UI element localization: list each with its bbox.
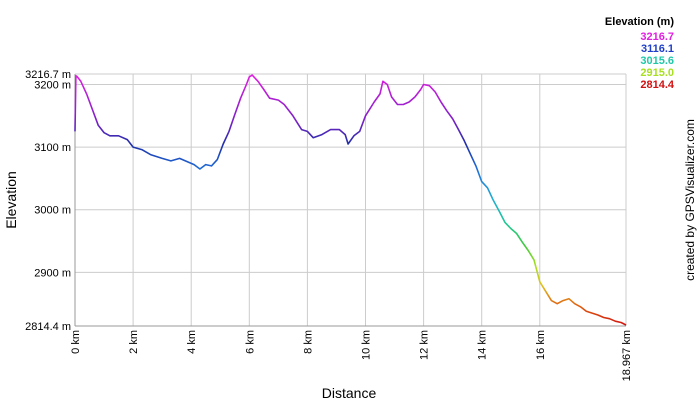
- x-tick-label: 16 km: [535, 330, 547, 360]
- legend-entry: 2814.4: [640, 79, 675, 91]
- y-tick-label: 3200 m: [34, 79, 71, 91]
- x-tick-label: 14 km: [477, 330, 489, 360]
- grid-lines: [74, 73, 627, 327]
- y-axis-title: Elevation: [3, 171, 19, 229]
- x-tick-label: 2 km: [128, 330, 140, 354]
- y-tick-label: 3000 m: [34, 205, 71, 217]
- legend-title: Elevation (m): [605, 16, 674, 28]
- y-tick-label: 3100 m: [34, 142, 71, 154]
- legend-entry: 3015.6: [640, 55, 674, 67]
- x-tick-label: 10 km: [361, 330, 373, 360]
- y-tick-label: 3216.7 m: [25, 69, 71, 81]
- plot-area: [75, 74, 626, 326]
- legend-entry: 3216.7: [640, 31, 674, 43]
- elevation-profile-line: [74, 74, 627, 326]
- legend-entry: 3116.1: [641, 43, 674, 55]
- x-tick-label: 12 km: [419, 330, 431, 360]
- x-tick-label: 0 km: [70, 330, 82, 354]
- x-tick-label: 4 km: [186, 330, 198, 354]
- legend: Elevation (m) 3216.73116.13015.62915.028…: [605, 16, 675, 91]
- y-tick-label: 2814.4 m: [25, 321, 71, 333]
- x-tick-label: 18.967 km: [621, 330, 633, 381]
- credit-text: created by GPSVisualizer.com: [683, 119, 697, 281]
- x-tick-label: 6 km: [244, 330, 256, 354]
- legend-entry: 2915.0: [640, 67, 674, 79]
- x-axis-title: Distance: [322, 385, 377, 400]
- y-tick-label: 2900 m: [34, 267, 71, 279]
- x-tick-label: 8 km: [302, 330, 314, 354]
- x-axis-ticks: 0 km 2 km 4 km 6 km 8 km 10 km 12 km 14 km 16 km…: [70, 330, 633, 381]
